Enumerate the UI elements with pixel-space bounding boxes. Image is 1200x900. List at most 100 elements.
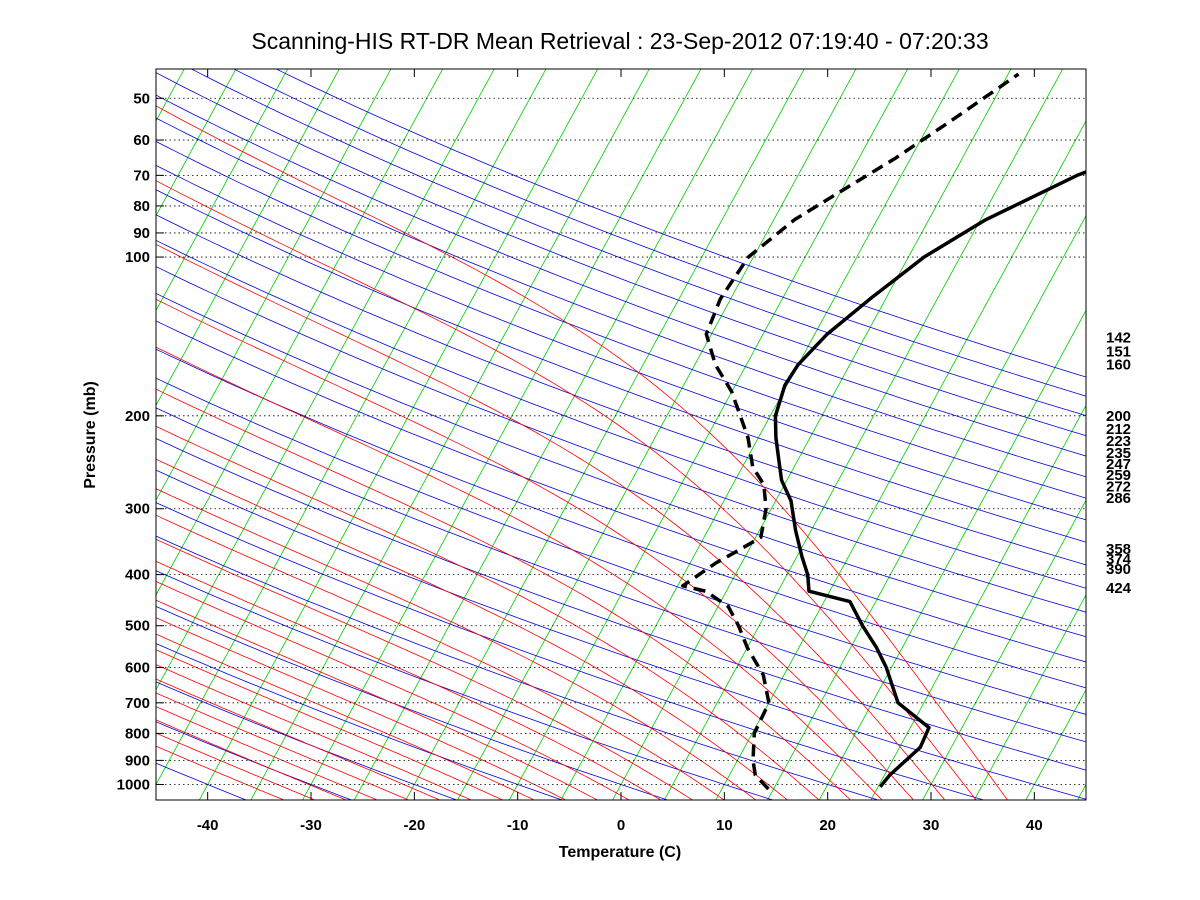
isotherm-line [457,69,857,800]
y-tick-label: 500 [125,618,150,635]
moist-adiabat-line [156,678,441,800]
dry-adiabat-line [156,407,1086,743]
dry-adiabat-line [156,239,1086,589]
isotherm-line [156,69,289,312]
right-pressure-label: 247 [1106,456,1131,473]
dry-adiabat-line [156,94,1086,457]
dry-adiabat-line [156,348,1086,689]
isotherm-line [922,499,1086,800]
moist-adiabat-line [156,732,316,800]
isotherm-line [0,50,91,806]
y-tick-label: 90 [133,225,150,242]
isotherm-line [508,69,909,800]
moist-adiabat-line [156,560,662,800]
dry-adiabat-line [156,606,669,800]
y-tick-labels: 50 60 70 80 90 100 200 300 400 500 600 700 800 900 100… [117,90,150,793]
y-tick-label: 50 [133,90,150,107]
isotherm-line [156,69,547,786]
dry-adiabat-line [156,117,1086,478]
isotherm-line [198,69,599,800]
isotherm-line [560,69,960,800]
right-pressure-label: 212 [1106,421,1131,438]
chart-title: Scanning-HIS RT-DR Mean Retrieval : 23-S… [251,28,989,54]
dry-adiabat-line [156,377,1086,715]
y-tick-label: 80 [133,198,150,215]
dry-adiabat-line [275,69,1086,378]
plot-background [156,69,1086,800]
right-pressure-label: 235 [1106,445,1131,462]
dry-adiabat-line [156,140,1086,499]
x-axis-title: Temperature (C) [559,844,681,861]
x-tick-label: -20 [403,817,425,834]
moist-adiabat-line [156,298,915,800]
dry-adiabat-line [156,502,985,800]
dry-adiabat-line [156,266,1086,613]
isotherm-line [302,69,702,800]
isotherm-line [156,69,444,596]
x-tick-label: 10 [716,817,733,834]
y-tick-label: 60 [133,132,150,149]
moist-adiabat-line [156,488,757,800]
x-tick-label: 40 [1026,817,1043,834]
right-pressure-label: 272 [1106,478,1131,495]
isotherm-line [818,309,1086,800]
moist-adiabat-line [156,105,1008,800]
y-tick-label: 700 [125,695,150,712]
y-tick-label: 900 [125,752,150,769]
right-pressure-label: 259 [1106,467,1131,484]
isotherm-line [0,50,39,806]
x-tick-label: -40 [197,817,219,834]
x-tick-label: 0 [617,817,625,834]
right-pressure-label: 223 [1106,433,1131,450]
isotherm-line [767,214,1086,800]
right-pressure-label: 151 [1106,343,1131,360]
background-lines [0,50,1086,806]
dry-adiabat-line [156,570,775,800]
y-tick-label: 600 [125,659,150,676]
right-pressure-label: 160 [1106,357,1131,374]
isotherm-line [405,69,805,800]
moist-adiabat-line [156,617,567,800]
right-pressure-label: 286 [1106,490,1131,507]
profile-lines [681,72,1086,791]
axis-ticks [156,69,1035,800]
dry-adiabat-line [156,469,1086,800]
y-tick-label: 300 [125,501,150,518]
moist-adiabat-line [156,243,946,800]
moist-adiabat-line [156,346,883,800]
dry-adiabat-line [156,189,1086,543]
dry-adiabat-line [156,292,1086,638]
y-tick-label: 1000 [117,777,150,794]
isotherm-line [156,69,340,407]
right-pressure-label: 200 [1106,408,1131,425]
isotherm-line [0,50,143,806]
isotherm-line [973,594,1086,800]
isotherm-line [612,69,1012,800]
pressure-gridlines [156,97,1086,785]
isotherm-line [353,69,754,800]
moist-adiabat-line [156,425,820,800]
dry-adiabat-line [156,164,1086,521]
moist-adiabat-line [156,719,347,800]
dry-adiabat-line [156,214,1086,566]
moist-adiabat-line [156,581,630,800]
right-pressure-label: 390 [1106,561,1131,578]
x-tick-label: -30 [300,817,322,834]
dry-adiabat-line [190,69,1086,417]
right-pressure-label: 142 [1106,329,1131,346]
moist-adiabat-line [156,706,379,800]
dry-adiabat-line [156,643,564,800]
moist-adiabat-line [156,458,789,800]
x-tick-label: -10 [507,817,529,834]
y-tick-label: 200 [125,408,150,425]
moist-adiabat-line [156,649,504,800]
isotherm-line [250,69,650,800]
dry-adiabat-line [156,535,880,800]
moist-adiabat-line [156,692,410,800]
isotherm-line [715,120,1086,800]
moist-adiabat-line [156,664,472,800]
temperature-profile-line [773,170,1086,788]
right-pressure-label: 424 [1106,580,1132,597]
y-tick-label: 800 [125,725,150,742]
